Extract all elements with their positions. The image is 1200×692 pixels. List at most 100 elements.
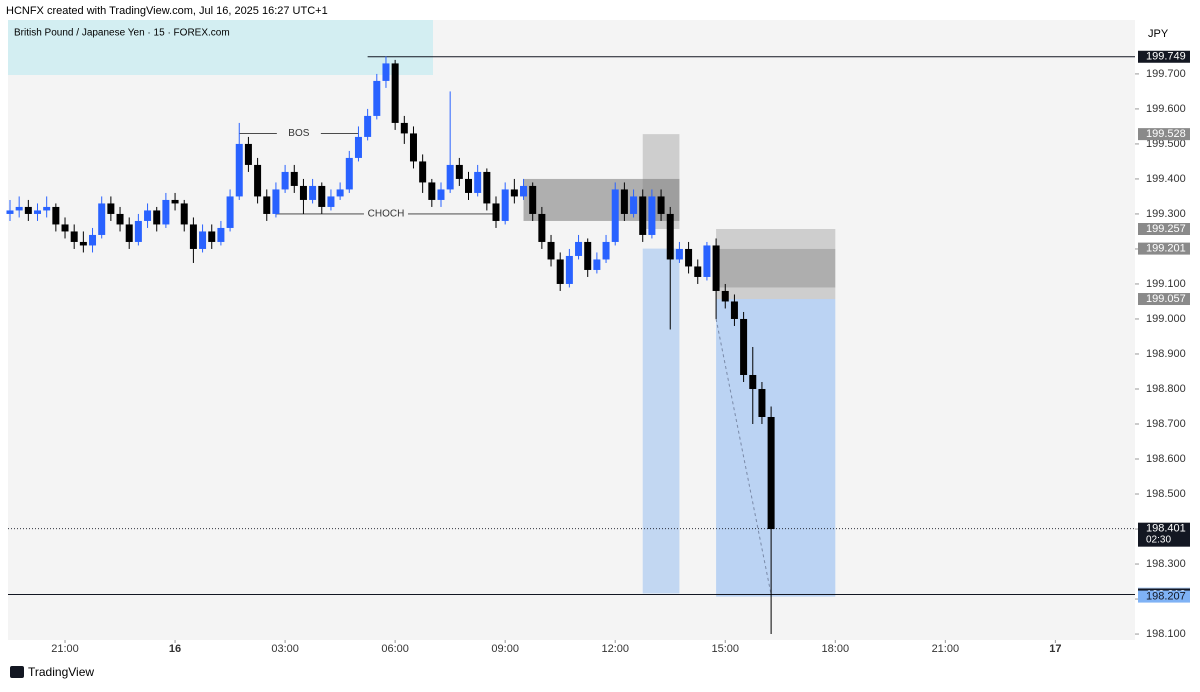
candle-body (767, 416, 775, 530)
candle-body (327, 196, 335, 207)
y-tick-label: 198.500 (1146, 488, 1186, 500)
candle-body (263, 196, 271, 214)
price-label: 199.201 (1146, 243, 1186, 255)
candle-body (694, 266, 702, 277)
candle-body (400, 122, 408, 134)
y-tick-label: 199.400 (1146, 173, 1186, 185)
price-label: 199.528 (1146, 128, 1186, 140)
candle-body (125, 224, 133, 242)
candle-body (391, 63, 399, 123)
candle-body (373, 80, 381, 116)
x-tick-label: 03:00 (271, 643, 299, 655)
price-label-bg (1138, 223, 1190, 236)
candle-body (529, 185, 537, 214)
candle-body (620, 189, 628, 214)
trend-line (715, 318, 772, 595)
price-label-bg (1138, 293, 1190, 306)
y-tick-label: 199.000 (1146, 313, 1186, 325)
annotation-label: CHOCH (368, 209, 405, 220)
y-tick-label: 198.300 (1146, 558, 1186, 570)
candle-body (364, 115, 372, 137)
candle-body (34, 210, 42, 214)
price-label-bg (1138, 50, 1190, 63)
candle-body (492, 203, 500, 221)
y-tick-label: 199.500 (1146, 138, 1186, 150)
candle-body (144, 210, 152, 221)
candle-body (685, 248, 693, 267)
x-tick-label: 15:00 (711, 643, 739, 655)
candle-body (171, 199, 179, 204)
y-tick-label: 199.100 (1146, 278, 1186, 290)
candle-body (290, 171, 298, 186)
x-tick-label: 21:00 (51, 643, 79, 655)
annotation-bg (276, 126, 321, 141)
y-tick-label: 199.600 (1146, 103, 1186, 115)
candle-body (409, 133, 417, 162)
candle-body (465, 178, 472, 193)
candle-body (61, 224, 69, 232)
candle-body (272, 189, 280, 214)
candle-body (730, 301, 738, 319)
candle-body (740, 318, 748, 375)
y-tick-label: 198.800 (1146, 383, 1186, 395)
candle-body (382, 63, 390, 81)
candle-body (43, 206, 51, 211)
candle-body (501, 189, 509, 221)
price-label: 199.257 (1146, 223, 1186, 235)
candle-body (134, 220, 142, 242)
candle-body (483, 171, 491, 204)
candle-body (510, 189, 518, 197)
y-tick-label: 198.700 (1146, 418, 1186, 430)
candle-body (235, 143, 243, 197)
zone (716, 229, 836, 300)
candle-body (584, 241, 592, 270)
y-tick-label: 198.100 (1146, 628, 1186, 640)
brand: TradingView (28, 665, 94, 679)
candle-body (538, 213, 546, 242)
x-tick-label: 21:00 (932, 643, 960, 655)
candle-body (639, 196, 647, 235)
candle-body (180, 203, 188, 225)
logo-icon (10, 666, 24, 678)
annotation-label: BOS (288, 128, 309, 139)
candle-body (703, 245, 711, 277)
candle-body (565, 255, 573, 284)
candle-body (24, 206, 32, 214)
candle-body (354, 136, 362, 158)
candle-body (547, 241, 555, 260)
candle-body (556, 259, 564, 284)
candle-body (70, 231, 78, 242)
candle-body (657, 196, 665, 214)
candle-body (309, 185, 317, 200)
y-tick-label: 198.900 (1146, 348, 1186, 360)
candle-body (455, 164, 463, 179)
annotation-bg (363, 206, 408, 221)
zones (523, 134, 836, 597)
price-label: 198.207 (1146, 590, 1186, 602)
candle-body (15, 206, 23, 211)
candle-body (254, 164, 262, 197)
candle-body (6, 210, 14, 214)
price-label-bg (1138, 522, 1190, 547)
candle-body (630, 196, 638, 214)
candle-body (758, 388, 766, 417)
price-label-bg (1138, 590, 1190, 603)
candle-body (199, 231, 207, 249)
countdown: 02:30 (1146, 534, 1171, 545)
candle-body (437, 189, 445, 200)
candle-body (611, 189, 619, 242)
x-tick-label: 17 (1049, 643, 1061, 655)
candle-body (345, 157, 353, 190)
candle-body (602, 241, 610, 260)
y-tick-label: 198.600 (1146, 453, 1186, 465)
x-tick-label: 12:00 (601, 643, 629, 655)
x-tick-label: 18:00 (822, 643, 850, 655)
candle-body (153, 210, 161, 225)
candle-body (474, 171, 482, 193)
candle-body (189, 224, 197, 249)
candle-body (666, 213, 674, 260)
price-label-bg (1138, 242, 1190, 255)
candle-body (162, 199, 170, 225)
candle-body (281, 171, 289, 190)
